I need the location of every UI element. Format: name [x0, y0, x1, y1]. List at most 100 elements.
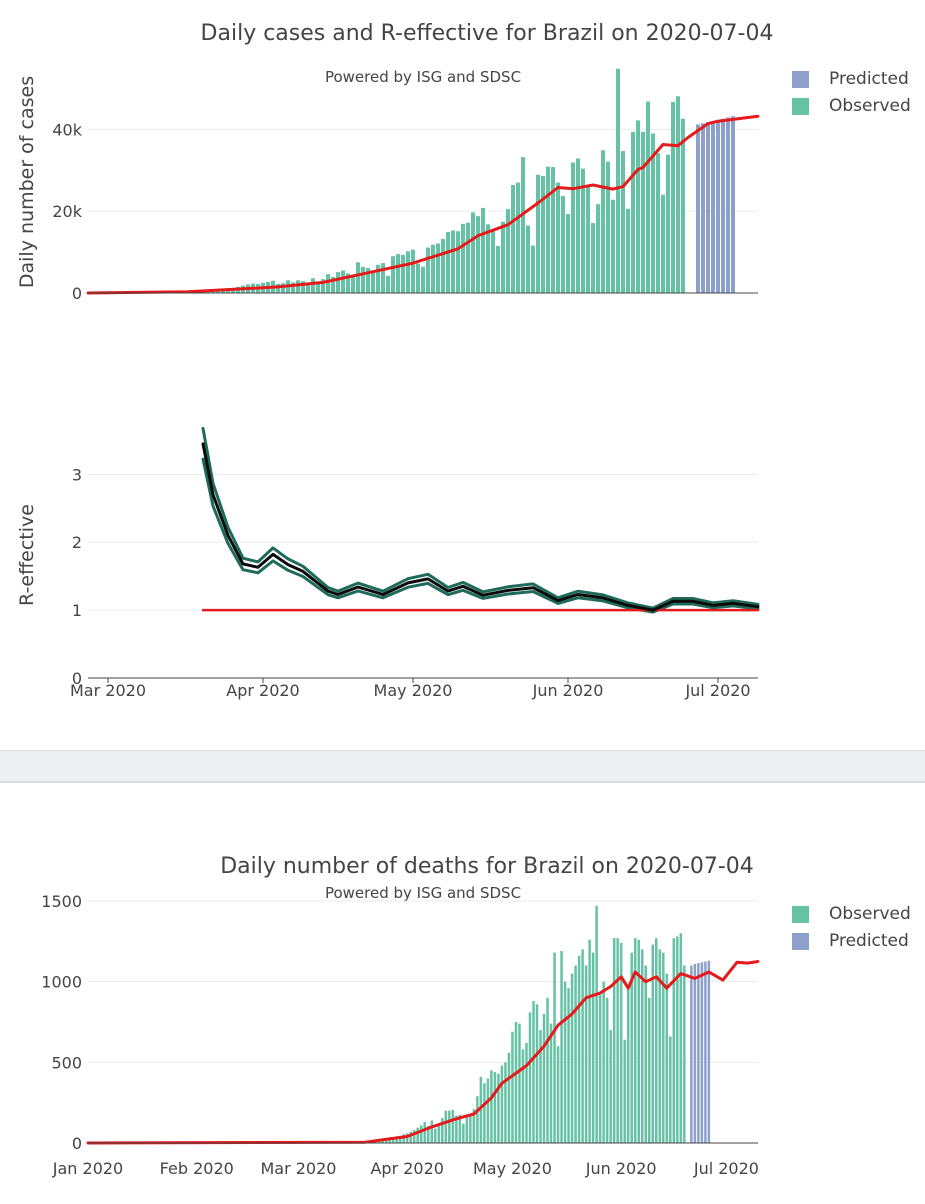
observed-death-bar: [616, 938, 619, 1143]
observed-death-bar: [637, 940, 640, 1143]
observed-case-bar: [611, 200, 615, 293]
x-tick-label: Mar 2020: [260, 1159, 336, 1178]
observed-death-bar: [648, 998, 651, 1143]
observed-case-bar: [336, 272, 340, 293]
legend-item-predicted[interactable]: Predicted: [792, 931, 909, 951]
observed-case-bar: [571, 163, 575, 294]
y-tick-label: 0: [72, 284, 82, 303]
observed-case-bar: [501, 222, 505, 293]
observed-case-bar: [616, 69, 620, 293]
observed-case-bar: [361, 267, 365, 293]
observed-death-bar: [525, 1043, 528, 1143]
x-tick-label: Apr 2020: [226, 681, 299, 700]
observed-case-bar: [446, 232, 450, 293]
observed-swatch-icon: [792, 98, 809, 115]
legend-label: Predicted: [829, 69, 909, 89]
observed-case-bar: [341, 271, 345, 294]
observed-death-bar: [532, 1001, 535, 1143]
predicted-case-bar: [726, 118, 730, 294]
observed-case-bar: [681, 119, 685, 293]
legend-item-predicted[interactable]: Predicted: [792, 69, 909, 89]
observed-case-bar: [401, 255, 405, 293]
observed-case-bar: [511, 185, 515, 293]
observed-case-bar: [541, 176, 545, 293]
deaths-chart-subtitle: Powered by ISG and SDSC: [325, 884, 521, 902]
legend-label: Observed: [829, 96, 911, 116]
observed-death-bar: [673, 938, 676, 1143]
observed-death-bar: [669, 1037, 672, 1143]
observed-case-bar: [561, 196, 565, 293]
observed-death-bar: [438, 1125, 441, 1143]
predicted-swatch-icon: [792, 71, 809, 88]
y-tick-label: 2: [72, 533, 82, 552]
observed-case-bar: [526, 226, 530, 294]
observed-death-bar: [578, 956, 581, 1143]
observed-death-bar: [574, 966, 577, 1143]
predicted-death-bar: [708, 961, 711, 1143]
observed-death-bar: [683, 966, 686, 1143]
legend-item-observed[interactable]: Observed: [792, 904, 911, 924]
observed-case-bar: [476, 216, 480, 293]
observed-death-bar: [494, 1072, 497, 1143]
cases-chart-subtitle: Powered by ISG and SDSC: [325, 68, 521, 86]
observed-death-bar: [613, 938, 616, 1143]
predicted-case-bar: [721, 119, 725, 293]
observed-death-bar: [501, 1066, 504, 1143]
x-tick-label: Jun 2020: [585, 1159, 657, 1178]
legend-label: Predicted: [829, 931, 909, 951]
observed-death-bar: [490, 1070, 493, 1143]
y-tick-label: 1500: [41, 892, 82, 911]
observed-case-bar: [471, 212, 475, 293]
observed-death-bar: [634, 938, 637, 1143]
cases-reff-panel: Daily cases and R-effective for Brazil o…: [0, 0, 925, 750]
deaths-chart: Daily number of deaths for Brazil on 202…: [0, 783, 925, 1200]
observed-case-bar: [656, 153, 660, 293]
observed-death-bar: [571, 974, 574, 1143]
y-tick-label: 20k: [52, 202, 82, 221]
observed-death-bar: [676, 936, 679, 1143]
predicted-death-bar: [697, 963, 700, 1143]
deaths-chart-title: Daily number of deaths for Brazil on 202…: [220, 854, 754, 879]
observed-case-bar: [351, 276, 355, 293]
observed-case-bar: [481, 208, 485, 293]
predicted-death-bar: [690, 966, 693, 1143]
observed-death-bar: [515, 1022, 518, 1143]
observed-case-bar: [536, 175, 540, 293]
observed-case-bar: [596, 204, 600, 293]
observed-case-bar: [406, 251, 410, 293]
observed-case-bar: [506, 209, 510, 293]
observed-case-bar: [496, 246, 500, 293]
y-tick-label: 40k: [52, 120, 82, 139]
observed-case-bar: [426, 248, 430, 293]
observed-death-bar: [592, 953, 595, 1143]
observed-case-bar: [441, 239, 445, 293]
observed-death-bar: [543, 1014, 546, 1143]
x-tick-label: Feb 2020: [160, 1159, 234, 1178]
observed-death-bar: [557, 1046, 560, 1143]
observed-death-bar: [585, 966, 588, 1143]
y-tick-label: 500: [51, 1053, 82, 1072]
observed-case-bar: [626, 209, 630, 293]
observed-death-bar: [652, 945, 655, 1143]
observed-case-bar: [546, 167, 550, 293]
observed-case-bar: [606, 162, 610, 293]
observed-death-bar: [476, 1096, 479, 1143]
observed-death-bar: [644, 966, 647, 1143]
observed-case-bar: [456, 231, 460, 293]
legend-item-observed[interactable]: Observed: [792, 96, 911, 116]
observed-death-bar: [606, 998, 609, 1143]
observed-death-bar: [434, 1128, 437, 1143]
section-divider: [0, 750, 925, 783]
observed-death-bar: [529, 1012, 532, 1143]
y-tick-label: 1000: [41, 973, 82, 992]
x-tick-label: Mar 2020: [70, 681, 146, 700]
observed-death-bar: [546, 998, 549, 1143]
observed-death-bar: [655, 938, 658, 1143]
observed-death-bar: [609, 1030, 612, 1143]
observed-case-bar: [521, 157, 525, 293]
predicted-case-bar: [731, 116, 735, 293]
observed-death-bar: [599, 995, 602, 1143]
predicted-case-bar: [701, 123, 705, 293]
observed-case-bar: [381, 263, 385, 293]
observed-death-bar: [420, 1125, 423, 1143]
